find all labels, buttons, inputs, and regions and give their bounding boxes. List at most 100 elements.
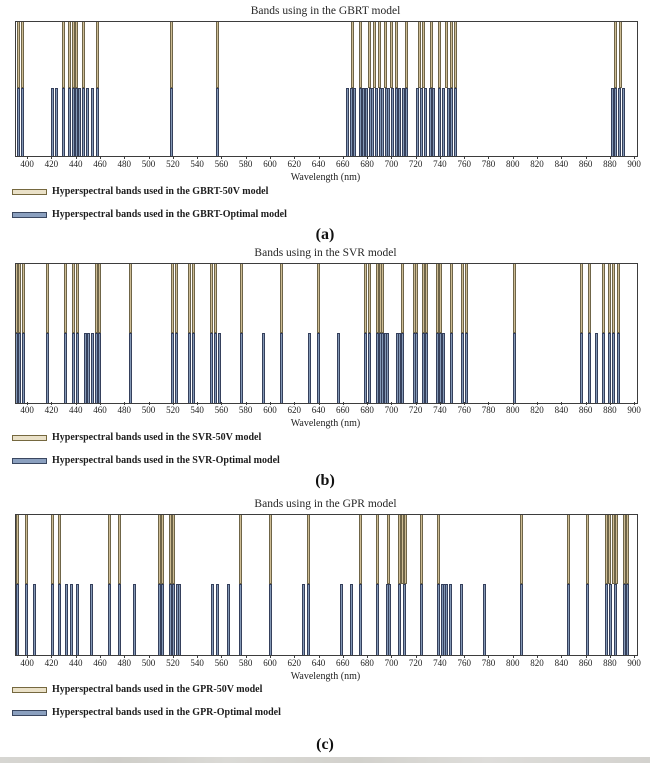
band-bar-optimal <box>339 584 343 655</box>
band-bar-optimal <box>359 584 363 655</box>
x-tick-label: 700 <box>384 159 399 169</box>
band-bar-optimal <box>226 584 230 655</box>
subfigure-label: (a) <box>315 226 335 243</box>
x-tick-label: 440 <box>68 159 83 169</box>
band-bar-50v <box>420 515 423 585</box>
band-bar-optimal <box>76 584 80 655</box>
band-bar-optimal <box>345 88 349 156</box>
band-bar-optimal <box>133 584 137 655</box>
x-tick-label: 720 <box>408 405 423 415</box>
band-bar-optimal <box>178 584 182 655</box>
legend-label-optimal: Hyperspectral bands used in the SVR-Opti… <box>52 455 280 466</box>
x-tick-label: 560 <box>214 159 229 169</box>
x-tick-mark <box>342 156 344 159</box>
x-tick-mark <box>221 655 223 658</box>
x-tick-mark <box>415 156 417 159</box>
x-tick-mark <box>318 156 320 159</box>
band-bar-50v <box>239 515 243 585</box>
band-bar-50v <box>157 515 161 585</box>
x-tick-mark <box>27 156 29 159</box>
band-bar-optimal <box>388 584 392 655</box>
band-bar-optimal <box>174 332 178 403</box>
band-bar-optimal <box>218 332 222 403</box>
x-tick-mark <box>75 402 77 405</box>
band-bar-optimal <box>566 584 570 655</box>
band-bar-optimal <box>161 584 165 655</box>
band-bar-50v <box>209 264 213 333</box>
band-bar-50v <box>387 515 391 585</box>
x-tick-mark <box>124 156 126 159</box>
band-bar-50v <box>450 264 454 333</box>
band-bar-50v <box>46 264 50 333</box>
band-bar-50v <box>604 515 608 585</box>
band-bar-optimal <box>90 88 94 156</box>
band-bar-optimal <box>64 332 68 403</box>
band-bar-optimal <box>453 88 457 156</box>
band-bar-optimal <box>308 332 312 403</box>
x-tick-label: 480 <box>117 658 132 668</box>
band-bar-optimal <box>405 88 409 156</box>
legend-swatch-optimal-icon <box>12 212 47 218</box>
band-bar-50v <box>188 264 192 333</box>
x-tick-mark <box>197 402 199 405</box>
x-tick-mark <box>439 156 441 159</box>
subfigure-label: (b) <box>315 472 335 489</box>
band-bar-50v <box>439 264 443 333</box>
x-tick-label: 460 <box>93 658 107 668</box>
band-bar-50v <box>586 515 590 585</box>
band-bar-50v <box>622 515 626 585</box>
band-bar-optimal <box>420 88 423 156</box>
band-bar-50v <box>171 264 175 333</box>
band-bar-50v <box>169 22 173 89</box>
x-tick-label: 700 <box>384 405 399 415</box>
x-tick-label: 600 <box>263 159 277 169</box>
band-bar-50v <box>381 264 385 333</box>
x-axis-label: Wavelength (nm) <box>290 418 361 429</box>
band-bar-optimal <box>387 88 391 156</box>
band-bar-optimal <box>394 88 398 156</box>
x-tick-label: 800 <box>506 405 520 415</box>
band-bar-50v <box>464 264 468 333</box>
legend-swatch-50v-icon <box>12 189 47 195</box>
band-bar-optimal <box>50 584 54 655</box>
band-bar-optimal <box>608 332 612 403</box>
x-tick-label: 600 <box>263 658 277 668</box>
x-tick-mark <box>75 655 77 658</box>
band-bar-optimal <box>415 332 419 403</box>
band-bar-optimal <box>423 88 427 156</box>
band-bar-optimal <box>513 332 517 403</box>
band-bar-50v <box>82 22 86 89</box>
band-bar-50v <box>95 22 99 89</box>
x-axis-ticks: 400 420 440 460 480 500 520 540 560 580 600 620 640 6… <box>15 655 641 671</box>
band-bar-optimal <box>445 584 449 655</box>
band-bar-optimal <box>587 332 591 403</box>
x-tick-label: 680 <box>360 658 374 668</box>
band-bar-optimal <box>353 88 357 156</box>
band-bar-50v <box>376 515 380 585</box>
band-bar-50v <box>16 264 18 333</box>
band-bar-50v <box>18 264 22 333</box>
band-bar-optimal <box>432 88 436 156</box>
band-bar-50v <box>436 515 440 585</box>
x-tick-label: 420 <box>44 405 59 415</box>
x-tick-mark <box>51 156 53 159</box>
band-bar-optimal <box>602 332 606 403</box>
legend-label-50v: Hyperspectral bands used in the GPR-50V … <box>52 684 263 695</box>
band-bar-optimal <box>262 332 266 403</box>
band-bar-50v <box>172 515 176 585</box>
x-tick-label: 820 <box>530 405 544 415</box>
x-tick-label: 840 <box>554 405 569 415</box>
band-bar-optimal <box>209 332 213 403</box>
band-bar-optimal <box>461 332 465 403</box>
band-bar-optimal <box>65 584 69 655</box>
x-tick-label: 800 <box>506 658 520 668</box>
chart-title: Bands using in the SVR model <box>254 247 397 259</box>
band-bar-50v <box>417 22 421 89</box>
band-bar-50v <box>383 22 387 89</box>
x-tick-mark <box>269 402 271 405</box>
band-bar-50v <box>611 515 615 585</box>
x-tick-label: 500 <box>141 159 156 169</box>
band-bar-50v <box>213 264 217 333</box>
band-bar-optimal <box>611 332 615 403</box>
